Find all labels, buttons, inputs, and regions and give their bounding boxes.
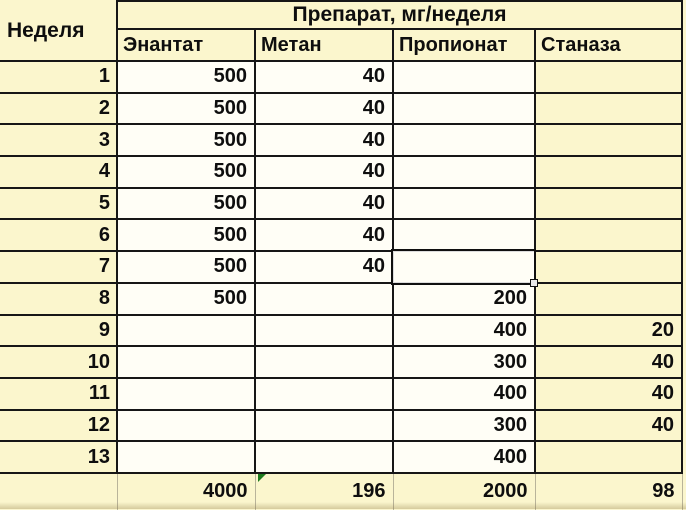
totals-row: 4000 196 2000 98 xyxy=(0,471,683,510)
stanaza-cell[interactable] xyxy=(534,250,683,284)
propionate-cell[interactable]: 300 xyxy=(392,345,536,379)
table-row: 4 500 40 xyxy=(0,155,683,189)
column-header-propionate[interactable]: Пропионат xyxy=(392,28,536,62)
column-header-row: Энантат Метан Пропионат Станаза xyxy=(0,28,683,62)
propionate-cell[interactable]: 400 xyxy=(392,440,536,474)
week-cell[interactable]: 13 xyxy=(0,440,118,474)
fill-handle[interactable] xyxy=(530,279,538,287)
totals-enanthate-cell[interactable]: 4000 xyxy=(116,471,256,510)
propionate-cell[interactable] xyxy=(392,60,536,94)
week-cell[interactable]: 8 xyxy=(0,281,118,316)
methane-cell[interactable] xyxy=(254,408,394,443)
methane-cell[interactable] xyxy=(254,281,394,316)
methane-cell[interactable]: 40 xyxy=(254,155,394,189)
week-cell[interactable]: 4 xyxy=(0,155,118,189)
enanthate-cell[interactable]: 500 xyxy=(116,91,256,126)
week-cell[interactable]: 11 xyxy=(0,376,118,411)
methane-cell[interactable] xyxy=(254,313,394,348)
table-row: 9 400 20 xyxy=(0,313,683,348)
week-cell[interactable]: 9 xyxy=(0,313,118,348)
methane-cell[interactable]: 40 xyxy=(254,186,394,221)
methane-cell[interactable]: 40 xyxy=(254,60,394,94)
totals-methane-cell[interactable]: 196 xyxy=(254,471,394,510)
group-header-cell[interactable]: Препарат, мг/неделя xyxy=(116,0,683,30)
propionate-cell[interactable]: 200 xyxy=(392,281,536,316)
group-header-row: Неделя Препарат, мг/неделя xyxy=(0,0,683,62)
table-row: 7 500 40 xyxy=(0,250,683,284)
formula-error-indicator-icon xyxy=(258,474,266,482)
enanthate-cell[interactable] xyxy=(116,345,256,379)
enanthate-cell[interactable]: 500 xyxy=(116,186,256,221)
week-cell[interactable]: 5 xyxy=(0,186,118,221)
totals-stanaza-cell[interactable]: 98 xyxy=(534,471,683,510)
table-row: 13 400 xyxy=(0,440,683,474)
week-cell[interactable]: 6 xyxy=(0,218,118,253)
stanaza-cell[interactable] xyxy=(534,186,683,221)
table-row: 2 500 40 xyxy=(0,91,683,126)
enanthate-cell[interactable] xyxy=(116,440,256,474)
enanthate-cell[interactable] xyxy=(116,376,256,411)
propionate-cell[interactable] xyxy=(392,91,536,126)
table-row: 1 500 40 xyxy=(0,60,683,94)
week-cell[interactable]: 2 xyxy=(0,91,118,126)
enanthate-cell[interactable]: 500 xyxy=(116,218,256,253)
stanaza-cell[interactable] xyxy=(534,218,683,253)
stanaza-cell[interactable]: 40 xyxy=(534,376,683,411)
stanaza-cell[interactable]: 40 xyxy=(534,345,683,379)
totals-week-cell[interactable] xyxy=(0,471,118,510)
stanaza-cell[interactable] xyxy=(534,281,683,316)
methane-cell[interactable]: 40 xyxy=(254,91,394,126)
propionate-cell[interactable] xyxy=(392,250,536,284)
week-cell[interactable]: 1 xyxy=(0,60,118,94)
table-row: 6 500 40 xyxy=(0,218,683,253)
table-row: 10 300 40 xyxy=(0,345,683,379)
methane-cell[interactable]: 40 xyxy=(254,250,394,284)
column-header-stanaza[interactable]: Станаза xyxy=(534,28,683,62)
active-cell-selection[interactable] xyxy=(391,249,538,287)
propionate-cell[interactable]: 300 xyxy=(392,408,536,443)
table-row: 12 300 40 xyxy=(0,408,683,443)
enanthate-cell[interactable]: 500 xyxy=(116,281,256,316)
week-cell[interactable]: 10 xyxy=(0,345,118,379)
methane-cell[interactable] xyxy=(254,345,394,379)
week-cell[interactable]: 12 xyxy=(0,408,118,443)
week-cell[interactable]: 7 xyxy=(0,250,118,284)
enanthate-cell[interactable] xyxy=(116,313,256,348)
column-header-enanthate[interactable]: Энантат xyxy=(116,28,256,62)
propionate-cell[interactable]: 400 xyxy=(392,376,536,411)
stanaza-cell[interactable] xyxy=(534,440,683,474)
propionate-cell[interactable]: 400 xyxy=(392,313,536,348)
methane-cell[interactable]: 40 xyxy=(254,123,394,158)
stanaza-cell[interactable] xyxy=(534,155,683,189)
stanaza-cell[interactable] xyxy=(534,123,683,158)
stanaza-cell[interactable]: 20 xyxy=(534,313,683,348)
week-column-header[interactable]: Неделя xyxy=(0,1,118,62)
propionate-cell[interactable] xyxy=(392,155,536,189)
totals-propionate-cell[interactable]: 2000 xyxy=(392,471,536,510)
enanthate-cell[interactable] xyxy=(116,408,256,443)
stanaza-cell[interactable] xyxy=(534,60,683,94)
table-row: 8 500 200 xyxy=(0,281,683,316)
table-row: 5 500 40 xyxy=(0,186,683,221)
column-header-methane[interactable]: Метан xyxy=(254,28,394,62)
methane-cell[interactable] xyxy=(254,376,394,411)
table-row: 3 500 40 xyxy=(0,123,683,158)
methane-cell[interactable]: 40 xyxy=(254,218,394,253)
propionate-cell[interactable] xyxy=(392,218,536,253)
stanaza-cell[interactable] xyxy=(534,91,683,126)
enanthate-cell[interactable]: 500 xyxy=(116,155,256,189)
propionate-cell[interactable] xyxy=(392,123,536,158)
enanthate-cell[interactable]: 500 xyxy=(116,250,256,284)
week-cell[interactable]: 3 xyxy=(0,123,118,158)
enanthate-cell[interactable]: 500 xyxy=(116,123,256,158)
propionate-cell[interactable] xyxy=(392,186,536,221)
enanthate-cell[interactable]: 500 xyxy=(116,60,256,94)
methane-cell[interactable] xyxy=(254,440,394,474)
stanaza-cell[interactable]: 40 xyxy=(534,408,683,443)
table-row: 11 400 40 xyxy=(0,376,683,411)
